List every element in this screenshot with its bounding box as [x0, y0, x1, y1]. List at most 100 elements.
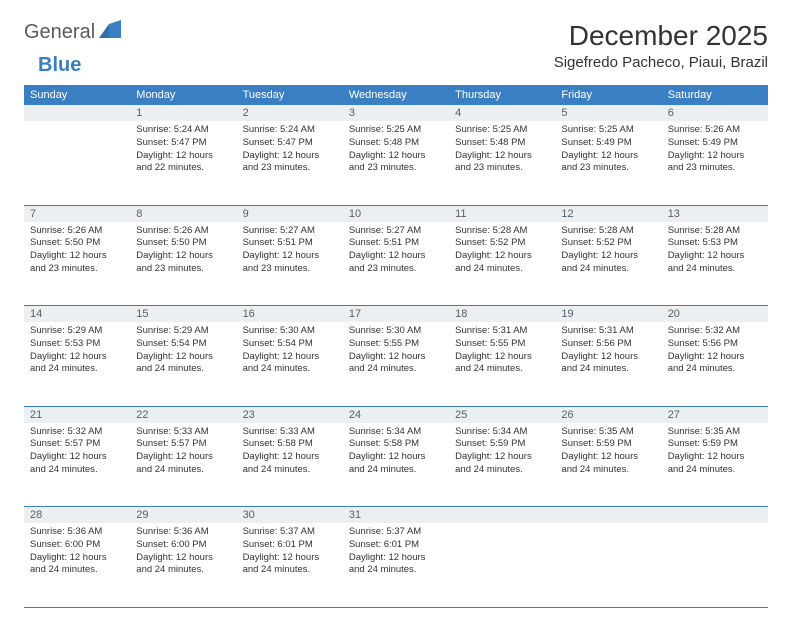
day-cell-content: Sunrise: 5:37 AMSunset: 6:01 PMDaylight:… [237, 523, 343, 583]
sunset-text: Sunset: 5:52 PM [561, 237, 655, 250]
sunset-text: Sunset: 5:59 PM [455, 438, 549, 451]
sunset-text: Sunset: 5:49 PM [668, 137, 762, 150]
day-cell: Sunrise: 5:37 AMSunset: 6:01 PMDaylight:… [343, 523, 449, 607]
calendar-page: General December 2025 Sigefredo Pacheco,… [0, 0, 792, 628]
day-number: 30 [237, 507, 343, 524]
sunset-text: Sunset: 5:49 PM [561, 137, 655, 150]
sunset-text: Sunset: 5:50 PM [30, 237, 124, 250]
daylight-text: Daylight: 12 hours and 24 minutes. [349, 451, 443, 477]
daylight-text: Daylight: 12 hours and 24 minutes. [455, 250, 549, 276]
day-cell-content: Sunrise: 5:27 AMSunset: 5:51 PMDaylight:… [237, 222, 343, 282]
day-cell: Sunrise: 5:31 AMSunset: 5:56 PMDaylight:… [555, 322, 661, 406]
week-row: Sunrise: 5:26 AMSunset: 5:50 PMDaylight:… [24, 222, 768, 306]
day-cell-content: Sunrise: 5:26 AMSunset: 5:50 PMDaylight:… [24, 222, 130, 282]
sunrise-text: Sunrise: 5:34 AM [455, 426, 549, 439]
day-header: Wednesday [343, 85, 449, 105]
daylight-text: Daylight: 12 hours and 23 minutes. [243, 150, 337, 176]
sunrise-text: Sunrise: 5:26 AM [30, 225, 124, 238]
day-cell-content: Sunrise: 5:25 AMSunset: 5:48 PMDaylight:… [449, 121, 555, 181]
daylight-text: Daylight: 12 hours and 24 minutes. [243, 351, 337, 377]
day-cell: Sunrise: 5:36 AMSunset: 6:00 PMDaylight:… [130, 523, 236, 607]
day-cell: Sunrise: 5:29 AMSunset: 5:53 PMDaylight:… [24, 322, 130, 406]
sunset-text: Sunset: 5:56 PM [561, 338, 655, 351]
day-cell-content: Sunrise: 5:32 AMSunset: 5:57 PMDaylight:… [24, 423, 130, 483]
day-cell-content: Sunrise: 5:36 AMSunset: 6:00 PMDaylight:… [24, 523, 130, 583]
day-cell-content: Sunrise: 5:34 AMSunset: 5:58 PMDaylight:… [343, 423, 449, 483]
day-header: Sunday [24, 85, 130, 105]
sunset-text: Sunset: 5:51 PM [243, 237, 337, 250]
day-cell: Sunrise: 5:24 AMSunset: 5:47 PMDaylight:… [237, 121, 343, 205]
day-cell: Sunrise: 5:32 AMSunset: 5:56 PMDaylight:… [662, 322, 768, 406]
sunrise-text: Sunrise: 5:33 AM [243, 426, 337, 439]
sunset-text: Sunset: 5:58 PM [243, 438, 337, 451]
sunset-text: Sunset: 5:55 PM [349, 338, 443, 351]
day-number: 25 [449, 406, 555, 423]
daylight-text: Daylight: 12 hours and 24 minutes. [668, 250, 762, 276]
day-cell [662, 523, 768, 607]
sunset-text: Sunset: 5:52 PM [455, 237, 549, 250]
sunset-text: Sunset: 5:53 PM [668, 237, 762, 250]
day-cell: Sunrise: 5:29 AMSunset: 5:54 PMDaylight:… [130, 322, 236, 406]
day-number: 29 [130, 507, 236, 524]
location-text: Sigefredo Pacheco, Piaui, Brazil [554, 54, 768, 71]
day-number-row: 123456 [24, 105, 768, 121]
day-cell-content: Sunrise: 5:35 AMSunset: 5:59 PMDaylight:… [662, 423, 768, 483]
sunrise-text: Sunrise: 5:32 AM [30, 426, 124, 439]
daylight-text: Daylight: 12 hours and 24 minutes. [349, 351, 443, 377]
day-cell: Sunrise: 5:35 AMSunset: 5:59 PMDaylight:… [662, 423, 768, 507]
day-cell-content: Sunrise: 5:25 AMSunset: 5:48 PMDaylight:… [343, 121, 449, 181]
day-cell: Sunrise: 5:37 AMSunset: 6:01 PMDaylight:… [237, 523, 343, 607]
day-number: 28 [24, 507, 130, 524]
sunrise-text: Sunrise: 5:36 AM [30, 526, 124, 539]
day-cell: Sunrise: 5:27 AMSunset: 5:51 PMDaylight:… [237, 222, 343, 306]
day-cell-content: Sunrise: 5:34 AMSunset: 5:59 PMDaylight:… [449, 423, 555, 483]
day-number: 3 [343, 105, 449, 121]
day-cell-content: Sunrise: 5:29 AMSunset: 5:53 PMDaylight:… [24, 322, 130, 382]
day-number: 2 [237, 105, 343, 121]
day-number-row: 28293031 [24, 507, 768, 524]
day-cell-content: Sunrise: 5:32 AMSunset: 5:56 PMDaylight:… [662, 322, 768, 382]
sunrise-text: Sunrise: 5:31 AM [561, 325, 655, 338]
day-cell: Sunrise: 5:33 AMSunset: 5:57 PMDaylight:… [130, 423, 236, 507]
day-number [662, 507, 768, 524]
sunrise-text: Sunrise: 5:34 AM [349, 426, 443, 439]
day-number: 17 [343, 306, 449, 323]
day-number-row: 21222324252627 [24, 406, 768, 423]
day-number: 12 [555, 205, 661, 222]
day-number [555, 507, 661, 524]
daylight-text: Daylight: 12 hours and 23 minutes. [349, 150, 443, 176]
sunset-text: Sunset: 5:54 PM [136, 338, 230, 351]
sunrise-text: Sunrise: 5:29 AM [136, 325, 230, 338]
day-number: 26 [555, 406, 661, 423]
day-header: Friday [555, 85, 661, 105]
day-cell: Sunrise: 5:34 AMSunset: 5:58 PMDaylight:… [343, 423, 449, 507]
page-title: December 2025 [554, 20, 768, 52]
day-header: Tuesday [237, 85, 343, 105]
day-number: 7 [24, 205, 130, 222]
sunrise-text: Sunrise: 5:26 AM [668, 124, 762, 137]
day-number: 5 [555, 105, 661, 121]
day-cell: Sunrise: 5:26 AMSunset: 5:50 PMDaylight:… [130, 222, 236, 306]
daylight-text: Daylight: 12 hours and 24 minutes. [668, 451, 762, 477]
daylight-text: Daylight: 12 hours and 24 minutes. [455, 351, 549, 377]
sunset-text: Sunset: 5:48 PM [349, 137, 443, 150]
sunset-text: Sunset: 6:00 PM [136, 539, 230, 552]
sunrise-text: Sunrise: 5:30 AM [243, 325, 337, 338]
daylight-text: Daylight: 12 hours and 23 minutes. [30, 250, 124, 276]
sunset-text: Sunset: 5:59 PM [668, 438, 762, 451]
sunset-text: Sunset: 6:01 PM [349, 539, 443, 552]
sunrise-text: Sunrise: 5:35 AM [668, 426, 762, 439]
day-number [24, 105, 130, 121]
header: General December 2025 Sigefredo Pacheco,… [24, 20, 768, 71]
day-cell: Sunrise: 5:35 AMSunset: 5:59 PMDaylight:… [555, 423, 661, 507]
day-cell: Sunrise: 5:31 AMSunset: 5:55 PMDaylight:… [449, 322, 555, 406]
day-cell: Sunrise: 5:26 AMSunset: 5:50 PMDaylight:… [24, 222, 130, 306]
calendar-table: Sunday Monday Tuesday Wednesday Thursday… [24, 85, 768, 608]
week-row: Sunrise: 5:29 AMSunset: 5:53 PMDaylight:… [24, 322, 768, 406]
week-row: Sunrise: 5:32 AMSunset: 5:57 PMDaylight:… [24, 423, 768, 507]
daylight-text: Daylight: 12 hours and 24 minutes. [561, 250, 655, 276]
day-number-row: 78910111213 [24, 205, 768, 222]
day-cell-content: Sunrise: 5:33 AMSunset: 5:58 PMDaylight:… [237, 423, 343, 483]
sunset-text: Sunset: 5:51 PM [349, 237, 443, 250]
daylight-text: Daylight: 12 hours and 24 minutes. [30, 351, 124, 377]
